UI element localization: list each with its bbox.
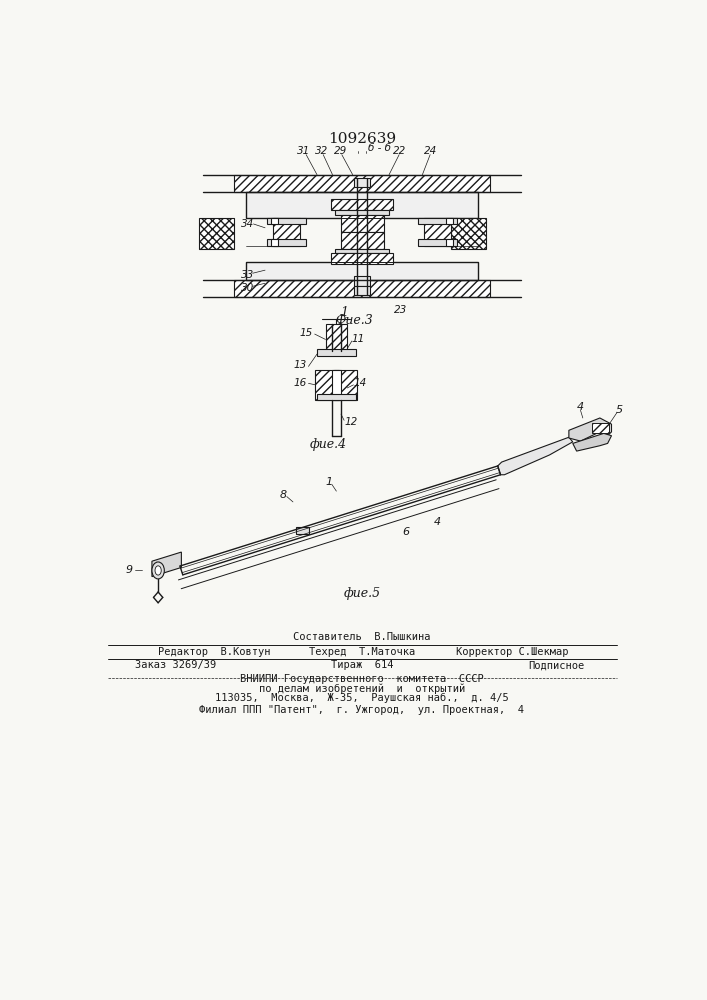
Bar xyxy=(317,349,356,356)
Text: 1092639: 1092639 xyxy=(328,132,396,146)
Bar xyxy=(296,527,308,534)
Polygon shape xyxy=(498,437,573,475)
Text: 34: 34 xyxy=(240,219,254,229)
Bar xyxy=(246,192,478,218)
Text: 14: 14 xyxy=(354,378,367,388)
Text: по делам изобретений  и  открытий: по делам изобретений и открытий xyxy=(259,684,465,694)
Polygon shape xyxy=(569,418,612,441)
Text: 30: 30 xyxy=(240,283,254,293)
Text: Филиал ППП "Патент",  г. Ужгород,  ул. Проектная,  4: Филиал ППП "Патент", г. Ужгород, ул. Про… xyxy=(199,705,525,715)
Text: Фие.3: Фие.3 xyxy=(335,314,373,327)
Bar xyxy=(418,239,457,246)
Text: Техред  Т.Маточка: Техред Т.Маточка xyxy=(309,647,415,657)
Text: 15: 15 xyxy=(300,328,313,338)
Text: 13: 13 xyxy=(293,360,307,370)
Text: 1: 1 xyxy=(340,306,349,319)
Bar xyxy=(335,249,389,253)
Text: Заказ 3269/39: Заказ 3269/39 xyxy=(135,660,216,670)
Text: 6: 6 xyxy=(402,527,409,537)
Text: фие.4: фие.4 xyxy=(310,438,347,451)
Text: Редактор  В.Ковтун: Редактор В.Ковтун xyxy=(158,647,271,657)
Text: ВНИИПИ Государственного  комитета  СССР: ВНИИПИ Государственного комитета СССР xyxy=(240,674,484,684)
Bar xyxy=(267,218,306,224)
Text: 12: 12 xyxy=(344,417,357,427)
Text: Подписное: Подписное xyxy=(528,660,585,670)
Text: Тираж  614: Тираж 614 xyxy=(331,660,393,670)
Text: 5: 5 xyxy=(616,405,623,415)
Text: б - б: б - б xyxy=(368,143,390,153)
Bar xyxy=(317,394,356,400)
Bar xyxy=(332,370,341,400)
Text: 29: 29 xyxy=(334,146,347,156)
Text: 11: 11 xyxy=(352,334,365,344)
Ellipse shape xyxy=(155,566,161,575)
Text: 8: 8 xyxy=(280,490,287,500)
Bar xyxy=(354,178,370,187)
Text: 24: 24 xyxy=(423,146,437,156)
Text: 31: 31 xyxy=(297,146,310,156)
Text: 113035,  Москва,  Ж-35,  Раушская наб.,  д. 4/5: 113035, Москва, Ж-35, Раушская наб., д. … xyxy=(215,693,509,703)
Bar xyxy=(334,370,357,400)
Bar xyxy=(331,199,393,210)
Text: 33: 33 xyxy=(240,270,254,280)
Bar xyxy=(199,218,234,249)
Bar xyxy=(418,218,457,224)
Bar xyxy=(424,218,451,246)
Polygon shape xyxy=(152,552,182,577)
Text: 4: 4 xyxy=(433,517,440,527)
Text: Корректор С.Шекмар: Корректор С.Шекмар xyxy=(457,647,569,657)
Text: 32: 32 xyxy=(315,146,328,156)
Bar xyxy=(445,239,453,246)
Bar xyxy=(592,423,609,433)
Text: 1: 1 xyxy=(325,477,332,487)
Bar xyxy=(354,286,370,295)
Bar xyxy=(267,239,306,246)
Bar xyxy=(331,253,393,264)
Bar xyxy=(341,215,384,232)
Bar xyxy=(234,280,490,297)
Bar xyxy=(315,370,339,400)
Text: 4: 4 xyxy=(577,402,584,412)
Bar xyxy=(246,262,478,280)
Text: 16: 16 xyxy=(293,378,307,388)
Text: фие.5: фие.5 xyxy=(344,587,380,600)
Bar xyxy=(234,175,490,192)
Bar xyxy=(354,276,370,286)
Bar xyxy=(271,239,279,246)
Text: 22: 22 xyxy=(392,146,406,156)
Bar xyxy=(271,218,279,224)
Text: Составитель  В.Пышкина: Составитель В.Пышкина xyxy=(293,632,431,642)
Ellipse shape xyxy=(152,562,164,579)
Text: 23: 23 xyxy=(394,305,407,315)
Bar xyxy=(325,324,347,351)
Bar xyxy=(335,210,389,215)
Bar xyxy=(273,218,300,246)
Bar xyxy=(451,218,486,249)
Bar xyxy=(445,218,453,224)
Polygon shape xyxy=(573,433,612,451)
Bar xyxy=(341,232,384,249)
Text: 9: 9 xyxy=(125,565,132,575)
